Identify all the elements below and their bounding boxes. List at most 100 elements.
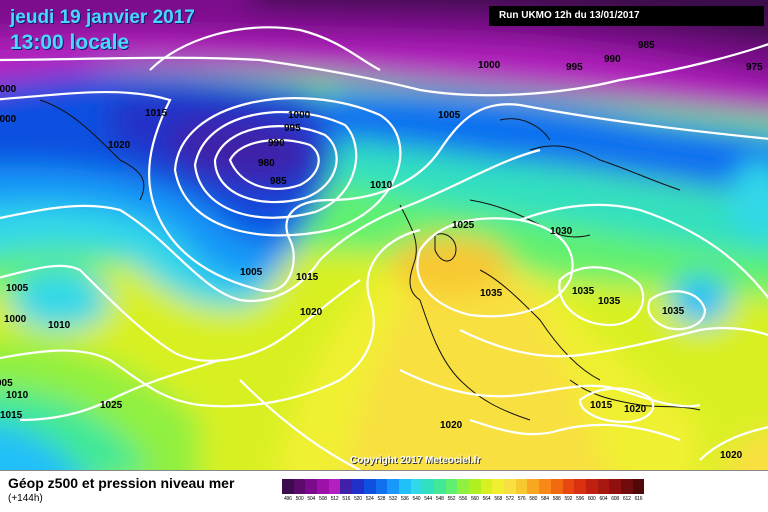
isobar-label: 1015	[145, 108, 168, 119]
legend-cell: 516	[340, 479, 353, 502]
isobar-label: 1000	[4, 314, 27, 325]
isobar-label: 1025	[100, 400, 123, 411]
legend-label: 508	[319, 496, 327, 502]
geopotential-map: 1000 1000 1015 1020 1000 995 990 980 985 1010 1005…	[0, 0, 768, 470]
legend-label: 556	[459, 496, 468, 502]
legend-label: 616	[634, 496, 643, 502]
isobar-label: 1000	[0, 84, 17, 95]
forecast-time: 13:00 locale	[10, 31, 130, 54]
legend-label: 504	[307, 496, 316, 502]
legend-swatch	[620, 479, 633, 494]
coastlines	[39, 99, 701, 421]
isobar-label: 1020	[440, 420, 463, 431]
legend-label: 552	[447, 496, 456, 502]
legend-swatch	[445, 479, 458, 494]
legend-cell: 524	[363, 479, 376, 502]
legend-cell: 584	[539, 479, 551, 502]
legend-swatch	[352, 479, 364, 494]
isobar-label: 1010	[6, 390, 29, 401]
legend-label: 588	[552, 496, 561, 502]
legend-cell: 500	[293, 479, 306, 502]
legend-label: 568	[494, 496, 503, 502]
forecast-lead: (+144h)	[8, 493, 43, 504]
isobar-label: 980	[258, 158, 275, 169]
forecast-date: jeudi 19 janvier 2017	[10, 7, 195, 28]
legend-swatch	[550, 479, 563, 494]
legend-cell: 572	[504, 479, 516, 502]
isobar-label: 985	[638, 40, 655, 51]
legend-label: 540	[412, 496, 421, 502]
legend-swatch	[597, 479, 610, 494]
isobar-label: 985	[270, 176, 287, 187]
legend-label: 584	[541, 496, 549, 502]
legend-swatch	[504, 479, 516, 494]
legend-label: 612	[622, 496, 631, 502]
legend-swatch	[398, 479, 411, 494]
legend-swatch	[480, 479, 493, 494]
isobar-label: 1035	[572, 286, 595, 297]
legend-label: 580	[529, 496, 538, 502]
legend-swatch	[539, 479, 551, 494]
isobar-label: 1005	[6, 283, 29, 294]
legend-cell: 580	[527, 479, 540, 502]
isobar-label: 975	[746, 62, 763, 73]
isobar-label: 1025	[452, 220, 475, 231]
legend-label: 520	[354, 496, 362, 502]
legend-swatch	[457, 479, 469, 494]
isobar-label: 1035	[598, 296, 621, 307]
isobar-label: 990	[268, 138, 285, 149]
legend-swatch	[317, 479, 329, 494]
isobar-label: 995	[284, 123, 301, 134]
legend-label: 576	[517, 496, 526, 502]
isobar-label: 1000	[0, 114, 17, 125]
legend-cell: 548	[433, 479, 446, 502]
legend-label: 572	[506, 496, 514, 502]
legend-cell: 504	[305, 479, 318, 502]
legend-swatch	[305, 479, 318, 494]
legend-label: 524	[365, 496, 374, 502]
legend-cell: 496	[282, 479, 294, 502]
legend-swatch	[527, 479, 540, 494]
isobar-label: 005	[0, 378, 13, 389]
isobar-label: 1000	[478, 60, 501, 71]
isobar-label: 1020	[108, 140, 131, 151]
footer: Géop z500 et pression niveau mer (+144h)…	[0, 470, 768, 512]
color-legend: 496 500 504 508 512 516 520 524 528 532 536 540 544 5…	[282, 479, 645, 502]
legend-label: 608	[611, 496, 619, 502]
isobars	[0, 26, 768, 470]
legend-label: 496	[283, 496, 292, 502]
isobar-label: 1015	[0, 410, 23, 421]
legend-swatch	[328, 479, 341, 494]
isobar-labels: 1000 1000 1015 1020 1000 995 990 980 985 1010 1005…	[0, 40, 763, 461]
legend-swatch	[293, 479, 306, 494]
isobar-label: 1020	[624, 404, 647, 415]
legend-label: 500	[295, 496, 304, 502]
copyright: Copyright 2017 Meteociel.fr	[350, 455, 481, 466]
isobar-label: 990	[604, 54, 621, 65]
isobar-label: 1005	[240, 267, 263, 278]
legend-cell: 508	[317, 479, 329, 502]
legend-label: 512	[330, 496, 339, 502]
isobar-label: 1000	[288, 110, 311, 121]
legend-cell: 520	[352, 479, 364, 502]
legend-label: 536	[400, 496, 409, 502]
isobar-label: 1020	[300, 307, 323, 318]
legend-cell: 544	[422, 479, 434, 502]
legend-swatch	[387, 479, 399, 494]
isobar-label: 1030	[550, 226, 573, 237]
legend-cell: 604	[597, 479, 610, 502]
legend-cell: 592	[562, 479, 575, 502]
legend-cell: 536	[398, 479, 411, 502]
legend-swatch	[375, 479, 388, 494]
legend-label: 600	[587, 496, 596, 502]
legend-cell: 532	[387, 479, 399, 502]
isobar-label: 995	[566, 62, 583, 73]
isobar-label: 1035	[662, 306, 685, 317]
legend-swatch	[433, 479, 446, 494]
map-area: 1000 1000 1015 1020 1000 995 990 980 985 1010 1005…	[0, 0, 768, 470]
isobar-label: 1015	[296, 272, 319, 283]
legend-swatch	[422, 479, 434, 494]
legend-swatch	[410, 479, 423, 494]
isobar-label: 1010	[48, 320, 71, 331]
